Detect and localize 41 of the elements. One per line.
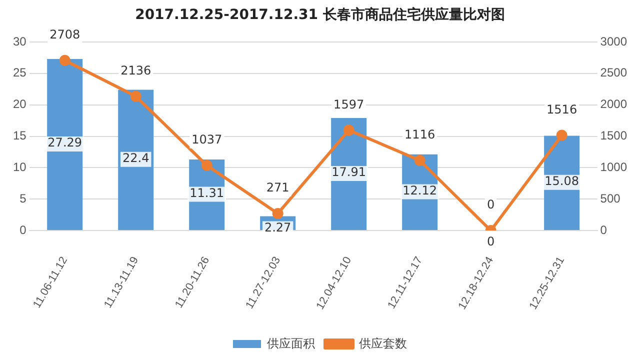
y2-tick-label: 1000 (600, 160, 628, 174)
data-label: 0 (486, 234, 495, 249)
point (556, 130, 568, 141)
data-label: 12.12 (402, 183, 437, 198)
y-tick-label: 5 (20, 191, 27, 206)
data-label: 15.08 (544, 174, 579, 188)
data-label: 2708 (50, 27, 80, 42)
point (272, 208, 284, 220)
y-tick-label: 15 (12, 128, 27, 143)
y2-tick-label: 500 (600, 191, 621, 206)
data-label: 2.27 (264, 220, 292, 234)
y-tick-label: 25 (12, 66, 27, 80)
data-label: 17.91 (332, 165, 366, 180)
data-label: 2136 (120, 63, 152, 78)
chart-title: 2017.12.25-2017.12.31 长春市商品住宅供应量比对图 (134, 6, 506, 25)
y2-tick-label: 1500 (600, 128, 628, 143)
data-label: 22.4 (122, 151, 150, 166)
data-label: 0 (486, 198, 495, 212)
data-label: 1116 (404, 128, 436, 142)
data-label: 1037 (192, 132, 222, 146)
y2-tick-label: 2500 (600, 66, 628, 80)
data-label: 1597 (334, 97, 364, 112)
bar (118, 90, 154, 230)
data-label: 11.31 (190, 186, 224, 200)
y-tick-label: 10 (12, 160, 27, 174)
y-tick-label: 0 (20, 222, 27, 237)
y2-tick-label: 3000 (600, 34, 628, 48)
point (343, 124, 354, 136)
data-label: 1516 (546, 102, 578, 116)
y-tick-label: 20 (12, 97, 27, 112)
y-tick-label: 30 (12, 34, 27, 48)
legend-label: 供应套数 (359, 336, 407, 350)
y2-tick-label: 2000 (600, 97, 628, 112)
point (201, 160, 212, 171)
point (130, 90, 142, 102)
legend-label: 供应面积 (267, 336, 315, 350)
data-label: 271 (266, 180, 290, 195)
data-label: 27.29 (48, 136, 82, 150)
point (414, 154, 426, 166)
point (59, 54, 70, 66)
y2-tick-label: 0 (600, 222, 608, 237)
